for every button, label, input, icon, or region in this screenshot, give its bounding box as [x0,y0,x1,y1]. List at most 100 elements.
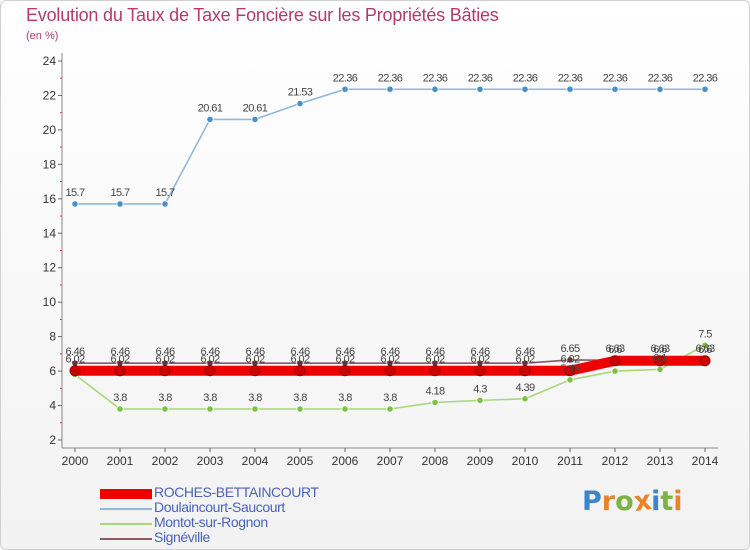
x-tick-label: 2002 [152,454,179,468]
data-point [116,200,124,208]
data-point [116,405,124,413]
data-label: 6.02 [200,354,219,366]
y-tick-label: 18 [43,157,57,171]
legend-swatch [100,508,152,510]
x-tick-label: 2000 [62,454,89,468]
data-label: 3.8 [383,392,397,404]
data-label: 20.61 [243,102,268,114]
data-point [341,85,349,93]
legend-swatch [100,489,152,499]
x-tick-label: 2006 [332,454,359,468]
logo-letter: t [660,486,674,517]
data-point [476,396,484,404]
data-label: 6.63 [650,343,669,355]
proxiti-logo: Proxiti [582,484,683,519]
data-label: 6.46 [335,346,354,358]
data-point [206,405,214,413]
data-label: 6.63 [695,343,714,355]
data-label: 6.46 [65,346,84,358]
data-point [296,405,304,413]
data-label: 3.8 [203,392,217,404]
data-point [159,365,171,377]
data-label: 6.6 [653,344,667,356]
data-point [566,85,574,93]
data-label: 6.6 [698,344,712,356]
data-label: 15.7 [65,187,84,199]
x-tick-label: 2001 [107,454,134,468]
x-tick-label: 2014 [692,454,719,468]
data-point [611,85,619,93]
logo-letter: o [615,486,634,517]
data-point [114,365,126,377]
x-tick-label: 2009 [467,454,494,468]
data-label: 22.36 [468,72,493,84]
y-tick-label: 6 [49,364,56,378]
data-label: 6.6 [608,344,622,356]
data-point [341,405,349,413]
data-point [294,365,306,377]
data-label: 22.36 [693,72,718,84]
data-point [566,376,574,384]
x-tick-label: 2003 [197,454,224,468]
data-label: 22.36 [423,72,448,84]
y-tick-label: 14 [43,226,57,240]
x-tick-label: 2008 [422,454,449,468]
data-label: 4.18 [425,385,444,397]
data-label: 4.39 [515,382,534,394]
data-point [386,85,394,93]
data-label: 6.46 [425,346,444,358]
data-label: 6.46 [155,346,174,358]
data-label: 15.7 [110,187,129,199]
data-label: 5.49 [560,363,579,375]
data-point [566,356,574,364]
y-tick-label: 24 [43,54,57,68]
y-tick-label: 2 [49,433,56,447]
data-label: 3.8 [338,392,352,404]
y-tick-label: 10 [43,295,57,309]
data-point [251,405,259,413]
y-tick-label: 22 [43,88,57,102]
data-label: 6.02 [560,354,579,366]
data-label: 6.02 [65,354,84,366]
data-label: 3.8 [293,392,307,404]
data-point [249,365,261,377]
x-tick-label: 2013 [647,454,674,468]
data-label: 3.8 [158,392,172,404]
logo-letter: x [631,484,654,519]
chart-title: Evolution du Taux de Taxe Foncière sur l… [26,5,499,25]
data-point [384,365,396,377]
y-tick-label: 8 [49,330,56,344]
x-tick-label: 2012 [602,454,629,468]
data-point [339,365,351,377]
y-tick-label: 20 [43,123,57,137]
data-label: 6.02 [290,354,309,366]
data-label: 6.02 [110,354,129,366]
x-tick-label: 2004 [242,454,269,468]
data-label: 6.46 [245,346,264,358]
legend-swatch [100,523,152,525]
data-point [611,367,619,375]
data-label: 6.1 [653,352,667,364]
data-label: 3.8 [113,392,127,404]
data-label: 22.36 [333,72,358,84]
data-point [296,99,304,108]
data-point [656,365,664,373]
data-point [521,85,529,93]
legend-swatch [100,538,152,540]
legend-label: ROCHES-BETTAINCOURT [154,484,319,500]
logo-letter: P [582,486,602,517]
data-point [204,365,216,377]
data-label: 6.65 [560,343,579,355]
data-label: 6.02 [515,354,534,366]
data-label: 6.46 [200,346,219,358]
data-point [431,85,439,93]
data-label: 6.02 [380,354,399,366]
data-point [656,85,664,93]
data-label: 22.36 [558,72,583,84]
data-label: 21.53 [288,87,313,99]
unit-label: (en %) [26,30,59,42]
x-tick-label: 2010 [512,454,539,468]
data-label: 22.36 [378,72,403,84]
data-label: 6.02 [470,354,489,366]
